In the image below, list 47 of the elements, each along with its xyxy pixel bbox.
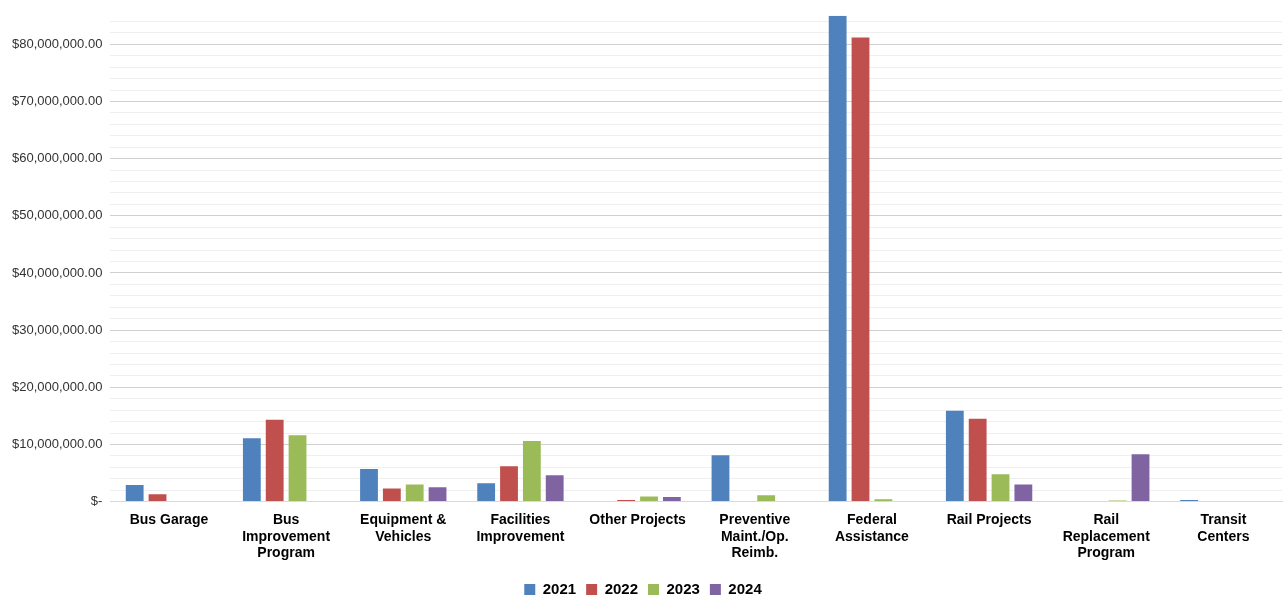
legend-label: 2023 <box>666 579 700 597</box>
bar <box>545 475 564 502</box>
x-tick-label: Rail Replacement Program <box>1062 510 1151 561</box>
bar <box>522 441 541 502</box>
bar <box>125 485 144 502</box>
bar <box>1131 454 1150 502</box>
y-tick-label: $- <box>90 493 103 509</box>
y-tick-label: $50,000,000.00 <box>11 207 103 223</box>
x-tick-label: Bus Garage <box>129 510 209 527</box>
legend-label: 2021 <box>542 579 577 597</box>
bar <box>991 474 1010 502</box>
bar <box>477 483 496 502</box>
bar <box>360 469 378 502</box>
x-tick-label: Other Projects <box>589 510 687 527</box>
x-tick-label: Equipment & Vehicles <box>360 510 447 544</box>
y-tick-label: $60,000,000.00 <box>11 150 103 166</box>
bar <box>662 497 681 502</box>
y-tick-label: $70,000,000.00 <box>11 93 103 109</box>
legend-label: 2022 <box>604 579 639 597</box>
x-tick-label: Federal Assistance <box>834 510 910 544</box>
y-tick-label: $40,000,000.00 <box>11 264 103 280</box>
y-tick-label: $80,000,000.00 <box>11 35 103 51</box>
x-tick-label: Facilities Improvement <box>476 510 565 544</box>
bar <box>428 487 447 502</box>
bar <box>500 466 518 502</box>
bar <box>1014 484 1033 502</box>
y-tick-label: $10,000,000.00 <box>11 436 103 452</box>
x-tick-label: Transit Centers <box>1197 510 1250 544</box>
x-tick-label: Rail Projects <box>946 510 1032 527</box>
bar <box>242 438 261 502</box>
bar <box>148 494 167 502</box>
bar <box>828 15 847 502</box>
bar <box>382 488 401 502</box>
bar <box>711 455 730 502</box>
y-tick-label: $30,000,000.00 <box>11 321 103 337</box>
bar <box>851 37 870 502</box>
x-tick-label: Preventive Maint./Op. Reimb. <box>719 510 791 561</box>
x-tick-label: Bus Improvement Program <box>242 510 331 561</box>
legend-label: 2024 <box>728 579 763 597</box>
bar <box>757 495 776 502</box>
bar <box>968 418 987 502</box>
bar <box>288 435 307 502</box>
bar <box>640 496 658 502</box>
bar <box>405 484 424 502</box>
bar <box>265 419 284 502</box>
bar <box>945 410 964 502</box>
y-tick-label: $20,000,000.00 <box>11 378 103 394</box>
